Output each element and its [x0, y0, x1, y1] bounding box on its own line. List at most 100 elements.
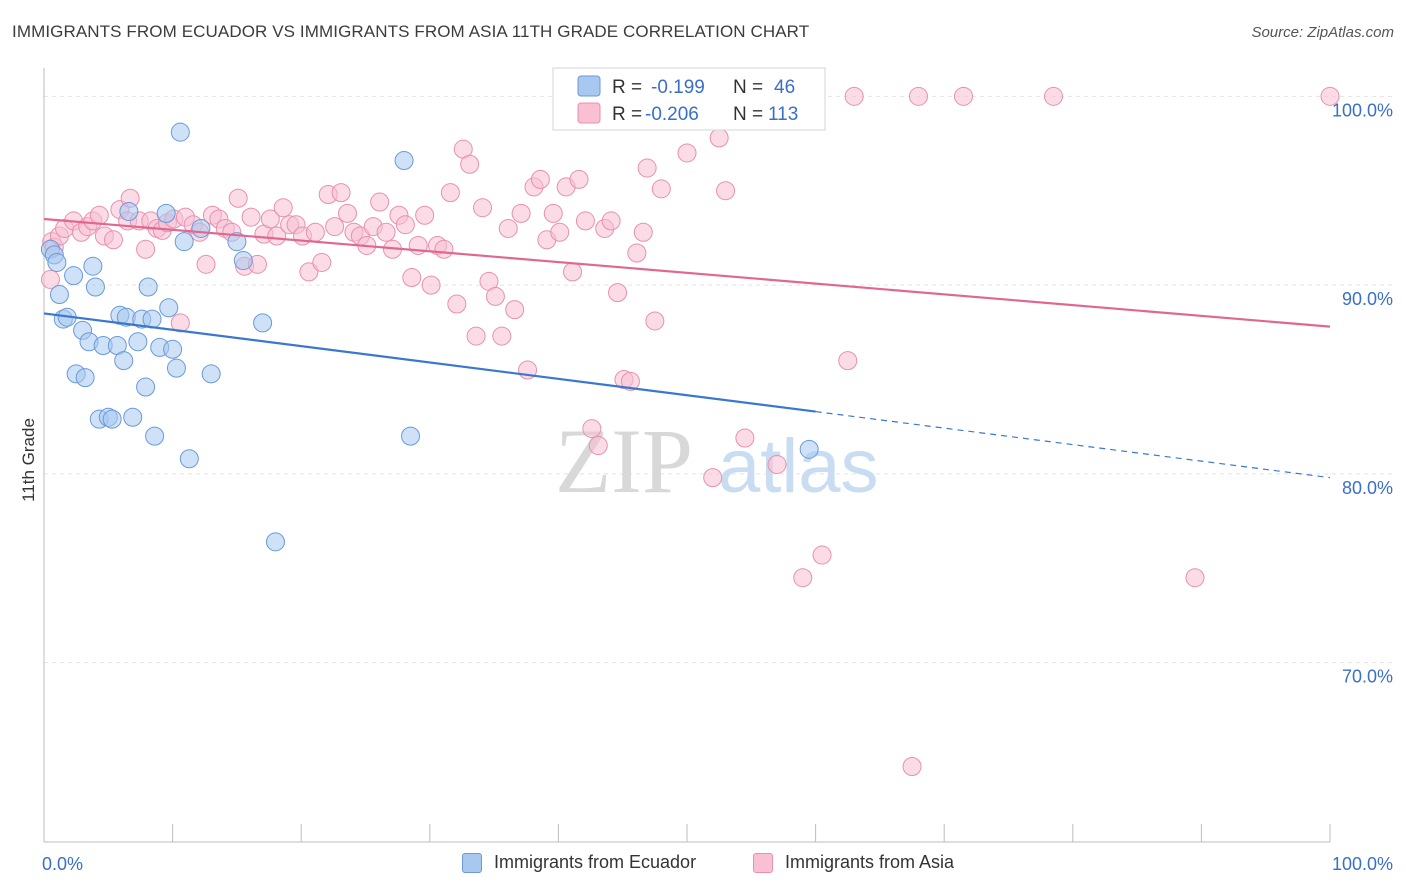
ecuador-point	[179, 449, 199, 469]
asia-point	[563, 262, 583, 282]
legend-label-ecuador: Immigrants from Ecuador	[494, 852, 697, 872]
asia-point	[40, 269, 60, 289]
asia-point	[735, 428, 755, 448]
asia-point	[1044, 86, 1064, 106]
ecuador-point	[174, 232, 194, 252]
asia-point	[505, 300, 525, 320]
asia-point	[299, 262, 319, 282]
legend-n-label-asia: N =	[733, 104, 763, 125]
legend-bottom: Immigrants from Ecuador Immigrants from …	[0, 852, 1406, 878]
x-tick-label-100: 100.0%	[1332, 854, 1393, 874]
asia-point	[1320, 86, 1340, 106]
legend-n-value-ecuador: 46	[774, 77, 795, 98]
ecuador-point	[128, 332, 148, 352]
asia-point	[569, 169, 589, 189]
y-axis-label: 11th Grade	[19, 418, 38, 502]
asia-point	[402, 268, 422, 288]
asia-point	[492, 326, 512, 346]
asia-point	[415, 205, 435, 225]
asia-point	[473, 198, 493, 218]
ecuador-point	[253, 313, 273, 333]
asia-point	[637, 158, 657, 178]
legend-n-value-asia: 113	[768, 104, 798, 125]
asia-point	[838, 351, 858, 371]
ecuador-point	[145, 426, 165, 446]
asia-point	[370, 192, 390, 212]
asia-point	[136, 239, 156, 259]
asia-point	[228, 188, 248, 208]
ecuador-point	[201, 364, 221, 384]
asia-point	[709, 128, 729, 148]
asia-point	[601, 211, 621, 231]
asia-point	[608, 283, 628, 303]
asia-point	[337, 203, 357, 223]
asia-point	[543, 203, 563, 223]
legend-item-asia: Immigrants from Asia	[753, 852, 954, 873]
watermark-zip: ZIP	[555, 410, 693, 512]
ecuador-point	[227, 232, 247, 252]
legend-swatch-asia-bottom	[753, 852, 773, 873]
ecuador-point	[102, 409, 122, 429]
asia-point	[645, 311, 665, 331]
asia-point	[498, 218, 518, 238]
asia-point	[677, 143, 697, 163]
ecuador-point	[47, 252, 67, 272]
asia-point	[460, 154, 480, 174]
series-ecuador-points	[40, 122, 819, 552]
legend-r-value-ecuador: -0.199	[651, 77, 705, 98]
asia-point	[633, 222, 653, 242]
ecuador-trend-extension	[815, 410, 1331, 479]
y-tick-label-90: 90.0%	[1342, 289, 1393, 309]
asia-point	[703, 468, 723, 488]
x-tick-label-0: 0.0%	[42, 854, 83, 874]
asia-point	[196, 254, 216, 274]
legend-swatch-ecuador	[577, 75, 601, 97]
ecuador-point	[159, 298, 179, 318]
ecuador-point	[49, 285, 69, 305]
y-tick-label-100: 100.0%	[1332, 100, 1393, 120]
asia-point	[485, 286, 505, 306]
ecuador-point	[136, 377, 156, 397]
ecuador-point	[401, 426, 421, 446]
asia-point	[651, 179, 671, 199]
asia-point	[716, 181, 736, 201]
asia-trend-line	[43, 217, 1331, 328]
legend-label-asia: Immigrants from Asia	[785, 852, 955, 872]
asia-point	[627, 243, 647, 263]
legend-swatch-asia	[577, 102, 601, 124]
asia-point	[421, 275, 441, 295]
ecuador-point	[394, 151, 414, 171]
legend-stats: R = -0.199 N = 46 R = -0.206 N = 113	[552, 67, 826, 131]
x-tick-labels: 0.0% 100.0%	[42, 854, 1393, 874]
legend-r-value-asia: -0.206	[645, 104, 699, 125]
asia-point	[440, 183, 460, 203]
legend-r-label-ecuador: R =	[612, 77, 642, 98]
axes	[43, 68, 1331, 843]
ecuador-point	[191, 218, 211, 238]
y-tick-labels: 100.0% 90.0% 80.0% 70.0%	[1332, 100, 1393, 686]
asia-point	[376, 222, 396, 242]
y-tick-label-70: 70.0%	[1342, 667, 1393, 687]
asia-point	[325, 217, 345, 237]
asia-point	[588, 436, 608, 456]
asia-point	[260, 209, 280, 229]
chart-title: IMMIGRANTS FROM ECUADOR VS IMMIGRANTS FR…	[12, 22, 810, 41]
legend-n-label-ecuador: N =	[733, 77, 763, 98]
asia-point	[241, 207, 261, 227]
asia-point	[1185, 568, 1205, 588]
asia-point	[434, 239, 454, 259]
asia-point	[953, 86, 973, 106]
ecuador-point	[265, 532, 285, 552]
asia-point	[582, 419, 602, 439]
asia-point	[89, 205, 109, 225]
ecuador-point	[163, 339, 183, 359]
asia-point	[902, 756, 922, 776]
ecuador-point	[83, 256, 103, 276]
ecuador-point	[233, 251, 253, 271]
asia-point	[267, 226, 287, 246]
legend-swatch-ecuador-bottom	[462, 852, 482, 873]
asia-point	[767, 454, 787, 474]
ecuador-point	[156, 203, 176, 223]
asia-point	[550, 222, 570, 242]
